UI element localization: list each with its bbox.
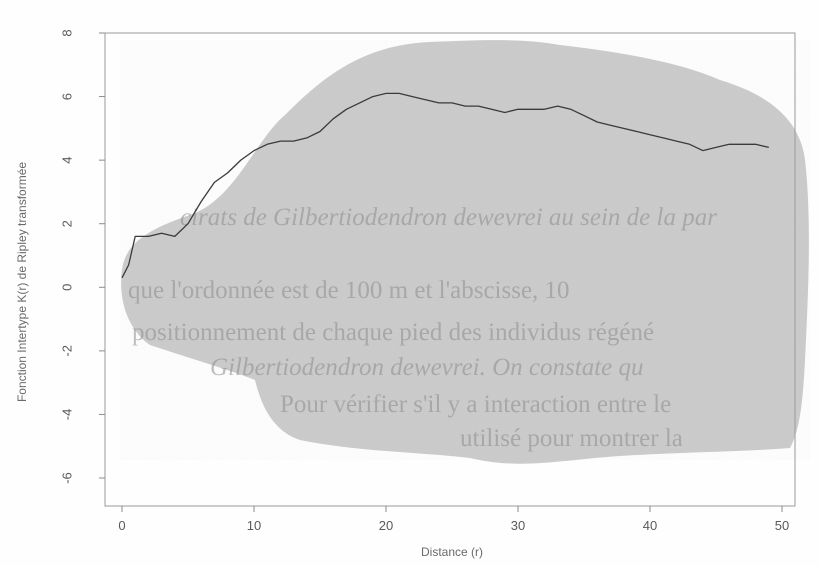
bleed-line-2: positionnement de chaque pied des indivi… bbox=[132, 319, 654, 346]
scan-grain bbox=[120, 40, 810, 460]
y-tick-label: -4 bbox=[59, 409, 74, 421]
x-tick-label: 50 bbox=[775, 518, 789, 533]
bleed-line-4: Pour vérifier s'il y a interaction entre… bbox=[280, 391, 671, 418]
bleed-line-6: cirats de Gilbertiodendron dewevrei au s… bbox=[180, 204, 717, 231]
x-tick-label: 40 bbox=[643, 518, 657, 533]
x-tick-label: 10 bbox=[247, 518, 261, 533]
bleed-line-1: que l'ordonnée est de 100 m et l'absciss… bbox=[128, 277, 570, 304]
x-axis-title: Distance (r) bbox=[421, 545, 483, 559]
y-tick-label: 4 bbox=[59, 157, 74, 164]
y-tick-label: 0 bbox=[59, 284, 74, 291]
series-line bbox=[121, 92, 769, 279]
bleed-line-5: utilisé pour montrer la bbox=[460, 425, 683, 452]
y-tick-label: 8 bbox=[59, 29, 74, 36]
plot-frame bbox=[104, 32, 796, 507]
y-tick-label: -6 bbox=[59, 472, 74, 484]
bleed-through-text: que l'ordonnée est de 100 m et l'absciss… bbox=[128, 204, 717, 452]
y-axis-title: Fonction Intertype K(r) de Ripley transf… bbox=[15, 162, 29, 402]
x-tick-label: 0 bbox=[118, 518, 125, 533]
ticks bbox=[99, 32, 783, 512]
x-tick-label: 20 bbox=[379, 518, 393, 533]
y-tick-label: 6 bbox=[59, 93, 74, 100]
tick-labels: 0 10 20 30 40 50 -6 -4 -2 0 2 4 6 8 bbox=[59, 29, 789, 533]
y-tick-label: -2 bbox=[59, 345, 74, 357]
x-tick-label: 30 bbox=[511, 518, 525, 533]
bleed-line-3: Gilbertiodendron dewevrei. On constate q… bbox=[210, 354, 643, 381]
y-tick-label: 2 bbox=[59, 220, 74, 227]
